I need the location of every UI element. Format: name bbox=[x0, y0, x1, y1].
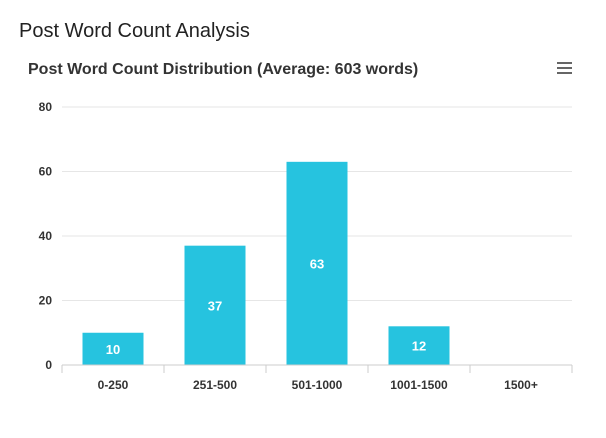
bar[interactable] bbox=[184, 245, 246, 365]
bar-data-label: 10 bbox=[106, 342, 120, 357]
bar-data-label: 63 bbox=[310, 256, 324, 271]
bar[interactable] bbox=[388, 326, 450, 365]
y-tick-label: 40 bbox=[39, 229, 53, 243]
bar[interactable] bbox=[286, 161, 348, 365]
bars: 10 37 63 12 bbox=[82, 161, 450, 365]
y-tick-label: 20 bbox=[39, 294, 53, 308]
page-title: Post Word Count Analysis bbox=[19, 20, 250, 42]
bar-data-label: 37 bbox=[208, 298, 222, 313]
bar[interactable] bbox=[82, 332, 144, 365]
hamburger-menu-icon bbox=[557, 62, 572, 74]
x-tick-label: 0-250 bbox=[98, 378, 129, 392]
x-tick-label: 251-500 bbox=[193, 378, 237, 392]
y-tick-label: 80 bbox=[39, 100, 53, 114]
chart-menu-button[interactable] bbox=[555, 60, 575, 76]
x-tick-label: 1001-1500 bbox=[390, 378, 448, 392]
y-tick-label: 0 bbox=[45, 358, 52, 372]
x-tick-label: 1500+ bbox=[504, 378, 538, 392]
y-tick-label: 60 bbox=[39, 165, 53, 179]
bar-data-label: 12 bbox=[412, 339, 426, 354]
x-tick-label: 501-1000 bbox=[292, 378, 343, 392]
x-axis: 0-250 251-500 501-1000 1001-1500 1500+ bbox=[61, 364, 573, 392]
y-axis: 0 20 40 60 80 bbox=[39, 100, 53, 372]
chart-title: Post Word Count Distribution (Average: 6… bbox=[28, 61, 419, 78]
